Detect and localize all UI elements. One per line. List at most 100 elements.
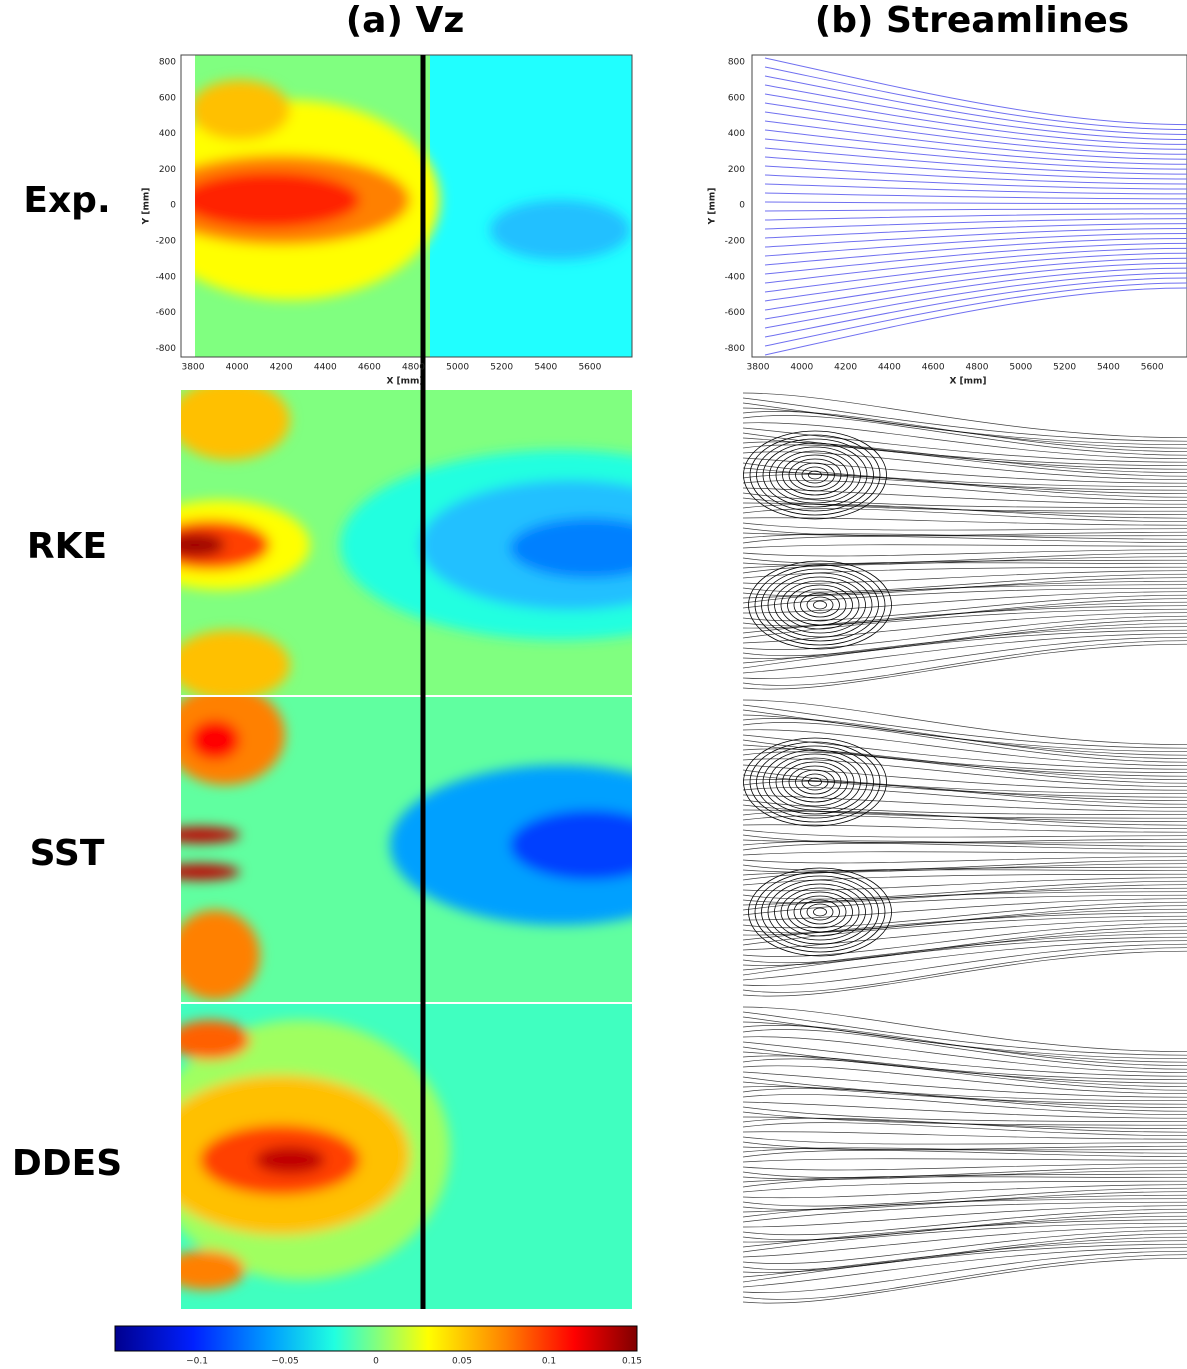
streamline [742,629,1187,669]
streamline [742,392,1187,439]
vortex [787,584,853,626]
streamline [742,704,1187,749]
exp-streamlines [764,57,1187,356]
streamline [742,1051,1187,1084]
x-tick-label: 4600 [358,363,381,373]
streamline [742,1191,1187,1211]
streamline [742,744,1187,777]
y-tick-label: -400 [725,272,746,282]
streamline [742,522,1187,531]
vortex [775,757,855,807]
streamline [742,1136,1187,1145]
x-tick-label: 3800 [747,363,770,373]
vortex [761,568,879,642]
streamline [742,873,1187,886]
colorbar-tick-label: 0 [373,1357,379,1367]
streamline [742,722,1187,763]
streamline [742,1029,1187,1070]
streamline [742,633,1187,674]
streamline [742,794,1187,812]
streamline [742,544,1187,549]
streamline [742,1147,1187,1154]
streamline [742,815,1187,830]
streamline [742,397,1187,442]
streamline [742,709,1187,753]
streamline [742,840,1187,847]
streamline [764,267,1187,320]
y-tick-label: -400 [156,272,177,282]
streamline [742,1236,1187,1273]
vortex [787,891,853,933]
streamline [742,1208,1187,1236]
streamline [742,758,1187,788]
streamline [764,218,1187,230]
streamline [742,1058,1187,1091]
vortex [762,442,868,508]
streamline [742,769,1187,795]
colorbar-tick-label: −0.1 [186,1357,208,1367]
vortex [756,745,874,819]
vortex [774,576,866,634]
colorbar-tick-label: 0.05 [452,1357,472,1367]
vortex [788,765,842,799]
x-tick-label: 5200 [490,363,513,373]
streamline [742,824,1187,833]
streamline [764,156,1187,180]
x-axis-label: X [mm] [386,377,423,387]
vortex [774,883,866,941]
streamline [742,1229,1187,1264]
streamline [742,869,1187,881]
streamline [764,282,1187,347]
streamline [742,717,1187,760]
streamline [742,901,1187,929]
vortex [749,434,881,516]
streamline [764,228,1187,248]
rke-contour [181,390,632,695]
streamline [742,947,1187,993]
streamline [742,1106,1187,1123]
streamline [742,1122,1187,1137]
vortex [801,466,829,484]
streamline [742,1184,1187,1199]
vortex [813,907,827,917]
streamline [742,552,1187,564]
streamline [742,1166,1187,1178]
x-tick-label: 5400 [1097,363,1120,373]
streamline [764,223,1187,239]
streamline [742,640,1187,686]
streamline [742,566,1187,579]
colorbar-tick-label: −0.05 [271,1357,299,1367]
vortex [748,560,892,650]
vortex [767,572,873,638]
y-tick-label: 400 [159,129,176,139]
vortex [800,592,840,618]
vortex [801,773,829,791]
y-tick-label: 0 [170,201,176,211]
x-tick-label: 4600 [922,363,945,373]
streamline [742,1146,1187,1151]
vortex [769,753,861,811]
streamline [764,84,1187,140]
row-label: DDES [12,1143,122,1184]
x-tick-label: 4800 [402,363,425,373]
vortex [769,446,861,504]
streamline [742,834,1187,844]
streamline [742,751,1187,784]
streamline [742,570,1187,585]
streamline [742,594,1187,622]
x-tick-label: 5200 [1053,363,1076,373]
column-title: (b) Streamlines [815,0,1129,41]
streamline [764,233,1187,257]
streamline [742,877,1187,892]
streamline [764,111,1187,155]
streamline [742,1041,1187,1077]
streamline [742,714,1187,756]
vortex [793,895,847,929]
x-tick-label: 5600 [578,363,601,373]
streamline [742,407,1187,449]
vortex [782,454,848,496]
vortex [793,588,847,622]
streamline [742,1247,1187,1288]
streamline [742,1081,1187,1105]
streamline [742,533,1187,540]
